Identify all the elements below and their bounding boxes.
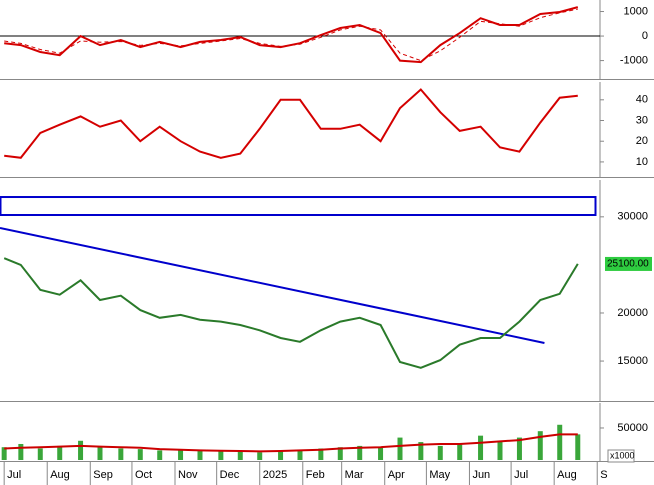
trendline xyxy=(0,227,545,344)
volume-bar xyxy=(157,450,163,460)
y-tick-label: 40 xyxy=(636,94,648,106)
x-tick-label: Feb xyxy=(306,469,325,481)
volume-bar xyxy=(478,435,484,460)
volume-bar xyxy=(178,449,184,460)
last-value-box xyxy=(605,256,652,271)
series-line xyxy=(3,257,579,369)
x-tick-label: Dec xyxy=(220,469,240,481)
y-tick-label: 30 xyxy=(636,114,648,126)
unit-box xyxy=(607,449,635,463)
volume-bar xyxy=(37,448,43,460)
y-tick-label: 1000 xyxy=(624,5,648,17)
volume-bar xyxy=(197,451,203,460)
volume-bar xyxy=(78,440,84,460)
volume-bar xyxy=(537,431,543,460)
y-tick-label: 30000 xyxy=(617,211,648,223)
volume-bar xyxy=(337,447,343,460)
volume-bar xyxy=(418,442,424,460)
unit-label: x1000 xyxy=(610,450,635,460)
y-tick-label: 20 xyxy=(636,135,648,147)
x-tick-label: Jun xyxy=(472,469,490,481)
volume-bar xyxy=(297,449,303,460)
volume-bar xyxy=(437,445,443,460)
series-line xyxy=(4,6,579,64)
volume-bar xyxy=(57,445,63,460)
x-tick-label: 2025 xyxy=(263,469,287,481)
volume-bar xyxy=(278,451,284,460)
series-line xyxy=(4,88,578,159)
volume-bar xyxy=(378,447,384,460)
volume-bar xyxy=(18,443,24,460)
x-tick-label: Jul xyxy=(7,469,21,481)
y-tick-label: 0 xyxy=(642,30,648,42)
x-tick-label: Aug xyxy=(557,469,577,481)
x-tick-label: Nov xyxy=(178,469,198,481)
x-tick-label: Jul xyxy=(514,469,528,481)
volume-bar xyxy=(218,450,224,460)
y-tick-label: 50000 xyxy=(617,422,648,434)
volume-bar xyxy=(97,447,103,460)
volume-bar xyxy=(557,424,563,460)
volume-bar xyxy=(237,451,243,460)
x-tick-label: Sep xyxy=(93,469,113,481)
volume-bar xyxy=(137,449,143,460)
volume-bar xyxy=(1,447,7,460)
y-tick-label: -1000 xyxy=(620,54,648,66)
x-tick-label: Apr xyxy=(388,469,405,481)
series-line xyxy=(4,8,578,62)
volume-bar xyxy=(357,445,363,460)
volume-bar xyxy=(497,440,503,460)
zone-box xyxy=(0,196,597,216)
y-tick-label: 20000 xyxy=(617,307,648,319)
x-tick-label: S xyxy=(600,469,607,481)
volume-bar xyxy=(118,448,124,460)
volume-bar xyxy=(257,452,263,460)
x-tick-label: Aug xyxy=(50,469,70,481)
volume-bar xyxy=(457,444,463,460)
x-tick-label: May xyxy=(429,469,450,481)
x-tick-label: Mar xyxy=(345,469,364,481)
last-value-label: 25100.00 xyxy=(607,259,649,270)
y-tick-label: 15000 xyxy=(617,355,648,367)
volume-bar xyxy=(516,437,522,460)
x-tick-label: Oct xyxy=(135,469,152,481)
volume-bar xyxy=(575,434,581,460)
volume-bar xyxy=(397,437,403,460)
volume-bar xyxy=(318,448,324,460)
series-line xyxy=(4,433,578,453)
y-tick-label: 10 xyxy=(636,156,648,168)
